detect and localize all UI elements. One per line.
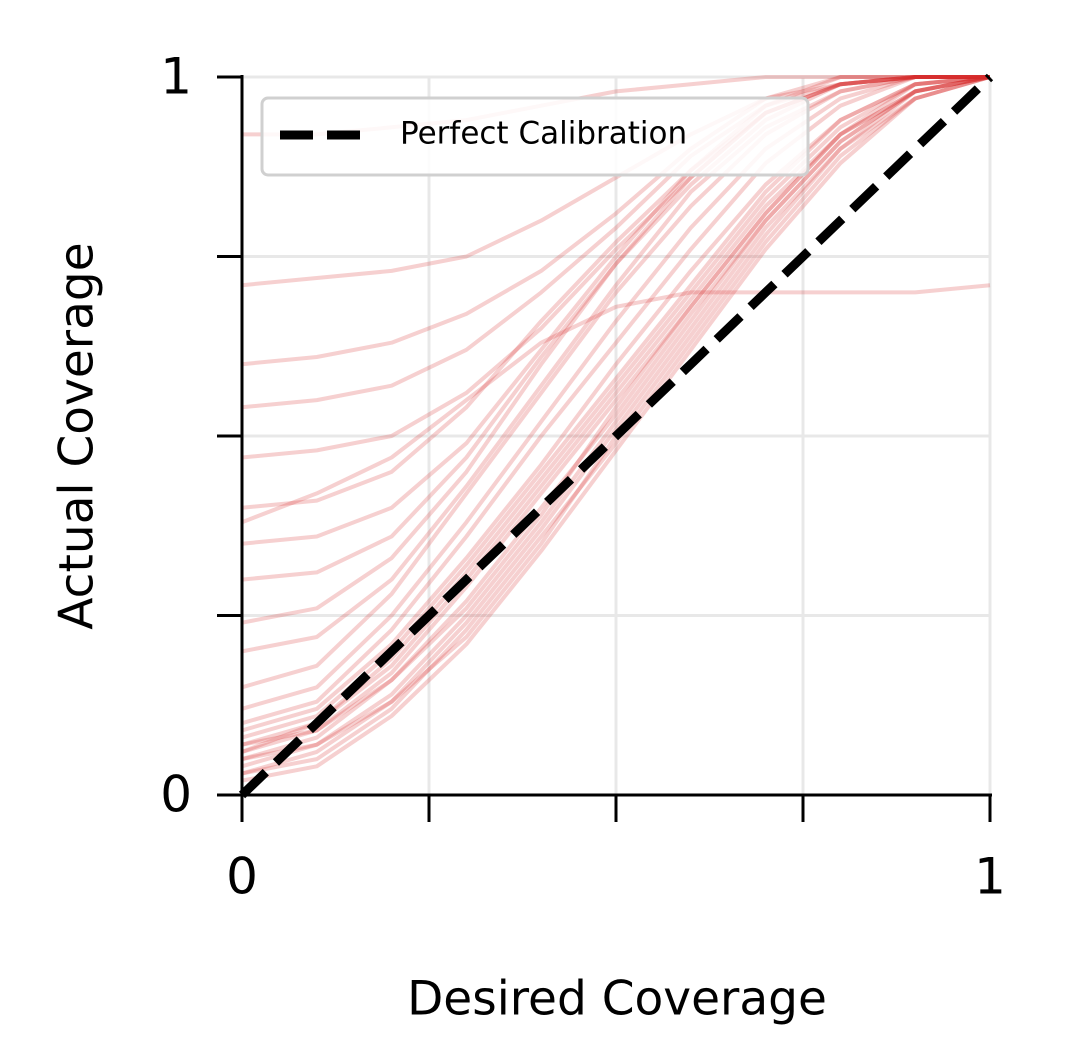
line [241,75,991,762]
reference-line [238,73,994,799]
line [241,75,990,711]
x-axis-label: Desired Coverage [407,972,827,1027]
line [241,75,991,783]
y-tick-label: 1 [160,48,192,106]
line [241,75,991,776]
line [241,283,991,525]
x-tick-label: 0 [226,848,258,906]
line [241,75,991,769]
line [241,75,991,740]
line [241,75,990,546]
axes: 0 1 0 1 [160,48,1006,906]
legend: Perfect Calibration [260,96,810,177]
line [241,75,991,754]
legend-label: Perfect Calibration [400,116,687,152]
y-axis-label: Actual Coverage [50,242,105,629]
line [241,75,991,776]
line [241,75,990,367]
line [241,75,991,747]
line [241,75,991,754]
y-tick-label: 0 [160,766,192,824]
line [241,75,990,510]
line [241,75,990,654]
plot-area [238,73,994,799]
line [241,75,990,625]
line [241,75,990,582]
line [241,75,990,726]
line [241,75,990,410]
line [241,75,990,690]
line [241,75,990,460]
x-tick-label: 1 [974,848,1006,906]
line [241,75,990,288]
line [241,75,991,733]
legend-box [260,96,810,177]
